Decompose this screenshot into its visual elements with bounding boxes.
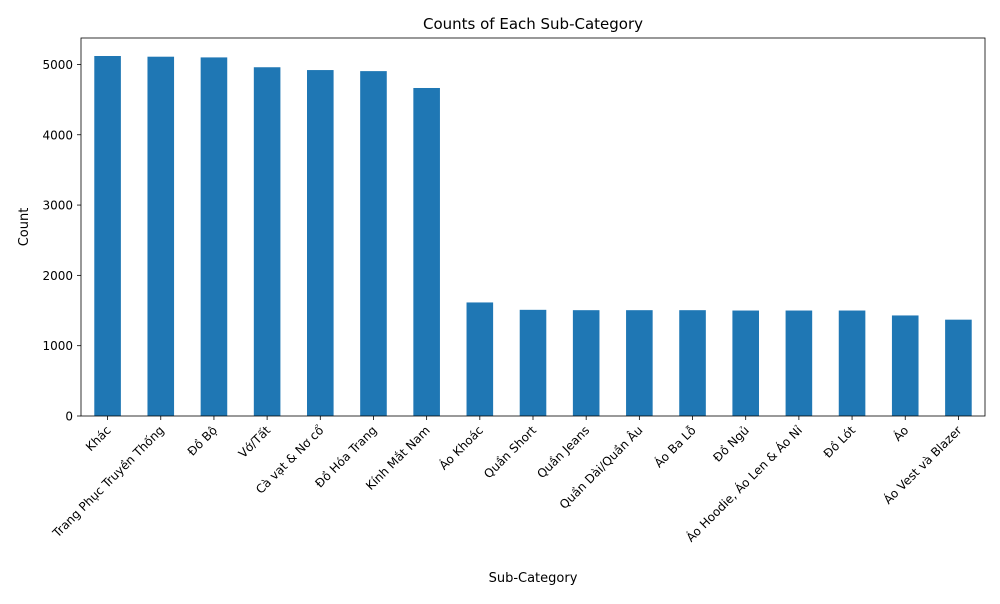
y-tick-label: 1000 xyxy=(42,339,73,353)
bar xyxy=(945,319,972,416)
bar xyxy=(891,315,919,416)
bar xyxy=(732,310,759,416)
y-tick-label: 5000 xyxy=(42,58,73,72)
y-axis-label: Count xyxy=(17,208,32,247)
bar xyxy=(307,70,334,416)
bar xyxy=(360,71,387,417)
bar xyxy=(200,57,228,416)
bar xyxy=(785,310,813,416)
bar xyxy=(466,302,494,416)
y-tick-label: 3000 xyxy=(42,199,73,213)
y-tick-label: 2000 xyxy=(42,269,73,283)
bar xyxy=(679,310,706,416)
bar xyxy=(572,310,600,416)
y-tick-label: 4000 xyxy=(42,128,73,142)
bar xyxy=(519,309,547,416)
y-tick-label: 0 xyxy=(65,410,73,424)
bar xyxy=(94,56,121,416)
bar xyxy=(838,310,866,416)
bar xyxy=(253,67,281,416)
bar xyxy=(147,56,175,416)
bar xyxy=(413,87,440,417)
x-axis-label: Sub-Category xyxy=(489,571,578,586)
chart-title: Counts of Each Sub-Category xyxy=(423,15,643,33)
bar xyxy=(626,310,653,416)
bars-layer xyxy=(94,56,972,417)
y-ticks-layer: 0 1000 2000 3000 4000 5000 xyxy=(42,58,81,424)
